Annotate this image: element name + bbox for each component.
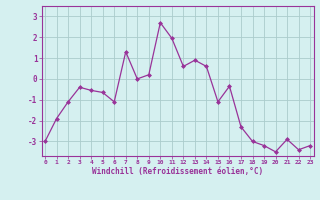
X-axis label: Windchill (Refroidissement éolien,°C): Windchill (Refroidissement éolien,°C)	[92, 167, 263, 176]
